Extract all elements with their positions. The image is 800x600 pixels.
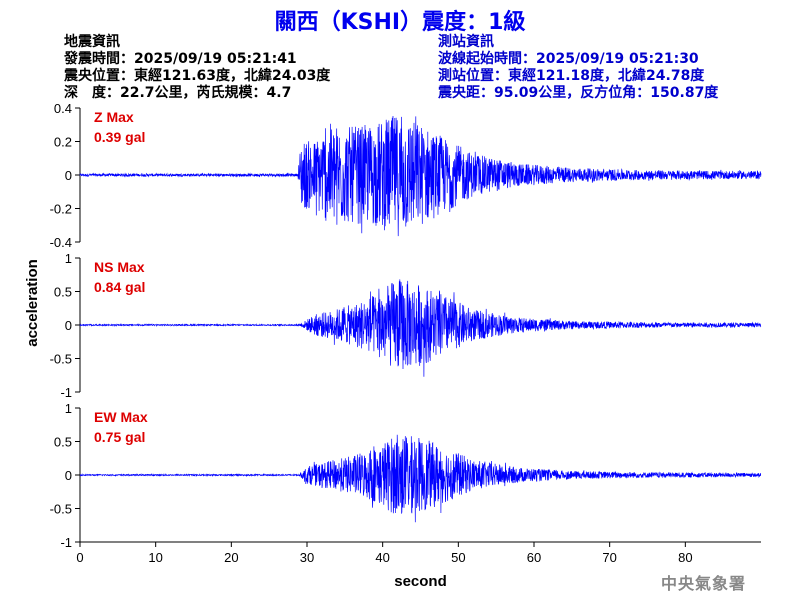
waveform-start-time: 波線起始時間：2025/09/19 05:21:30 xyxy=(438,51,699,67)
station-info-heading: 測站資訊 xyxy=(438,34,494,50)
max-value-ns: 0.84 gal xyxy=(94,279,145,295)
waveform-ew xyxy=(79,434,762,523)
agency-credit: 中央氣象署 xyxy=(660,574,746,593)
y-tick-label: 0 xyxy=(65,468,72,483)
y-tick-label: -0.5 xyxy=(50,352,72,367)
y-tick-label: -1 xyxy=(60,535,72,550)
max-value-ew: 0.75 gal xyxy=(94,429,145,445)
epicentral-distance: 震央距：95.09公里，反方位角：150.87度 xyxy=(438,85,719,101)
y-tick-label: -0.4 xyxy=(50,235,72,250)
y-tick-label: 0.4 xyxy=(54,101,72,116)
depth-magnitude: 深 度：22.7公里，芮氏規模：4.7 xyxy=(64,85,292,101)
y-tick-label: 0 xyxy=(65,168,72,183)
x-tick-label: 10 xyxy=(148,550,162,565)
x-tick-label: 70 xyxy=(602,550,616,565)
station-location: 測站位置：東經121.18度，北緯24.78度 xyxy=(438,68,705,84)
max-label-z: Z Max xyxy=(94,109,134,125)
y-tick-label: -0.5 xyxy=(50,502,72,517)
x-tick-label: 60 xyxy=(527,550,541,565)
x-tick-label: 20 xyxy=(224,550,238,565)
y-axis-label: acceleration xyxy=(24,259,41,347)
max-label-ew: EW Max xyxy=(94,409,148,425)
max-label-ns: NS Max xyxy=(94,259,145,275)
y-tick-label: 1 xyxy=(65,401,72,416)
waveform-ns xyxy=(79,279,762,377)
y-tick-label: -0.2 xyxy=(50,202,72,217)
origin-time: 發震時間：2025/09/19 05:21:41 xyxy=(64,51,297,67)
y-tick-label: 0.2 xyxy=(54,135,72,150)
waveform-z xyxy=(79,115,762,237)
earthquake-info: 地震資訊 發震時間：2025/09/19 05:21:41 震央位置：東經121… xyxy=(64,34,330,102)
y-tick-label: -1 xyxy=(60,385,72,400)
x-tick-label: 80 xyxy=(678,550,692,565)
x-tick-label: 40 xyxy=(375,550,389,565)
y-tick-label: 0.5 xyxy=(54,285,72,300)
x-tick-label: 0 xyxy=(76,550,83,565)
x-tick-label: 30 xyxy=(300,550,314,565)
x-axis-label: second xyxy=(394,573,447,590)
y-tick-label: 0 xyxy=(65,318,72,333)
earthquake-info-heading: 地震資訊 xyxy=(64,34,120,50)
y-tick-label: 0.5 xyxy=(54,435,72,450)
epicenter-location: 震央位置：東經121.63度，北緯24.03度 xyxy=(64,68,331,84)
x-tick-label: 50 xyxy=(451,550,465,565)
page-title: 關西（KSHI）震度：1級 xyxy=(274,10,526,35)
y-tick-label: 1 xyxy=(65,251,72,266)
max-value-z: 0.39 gal xyxy=(94,129,145,145)
station-info: 測站資訊 波線起始時間：2025/09/19 05:21:30 測站位置：東經1… xyxy=(438,34,718,102)
